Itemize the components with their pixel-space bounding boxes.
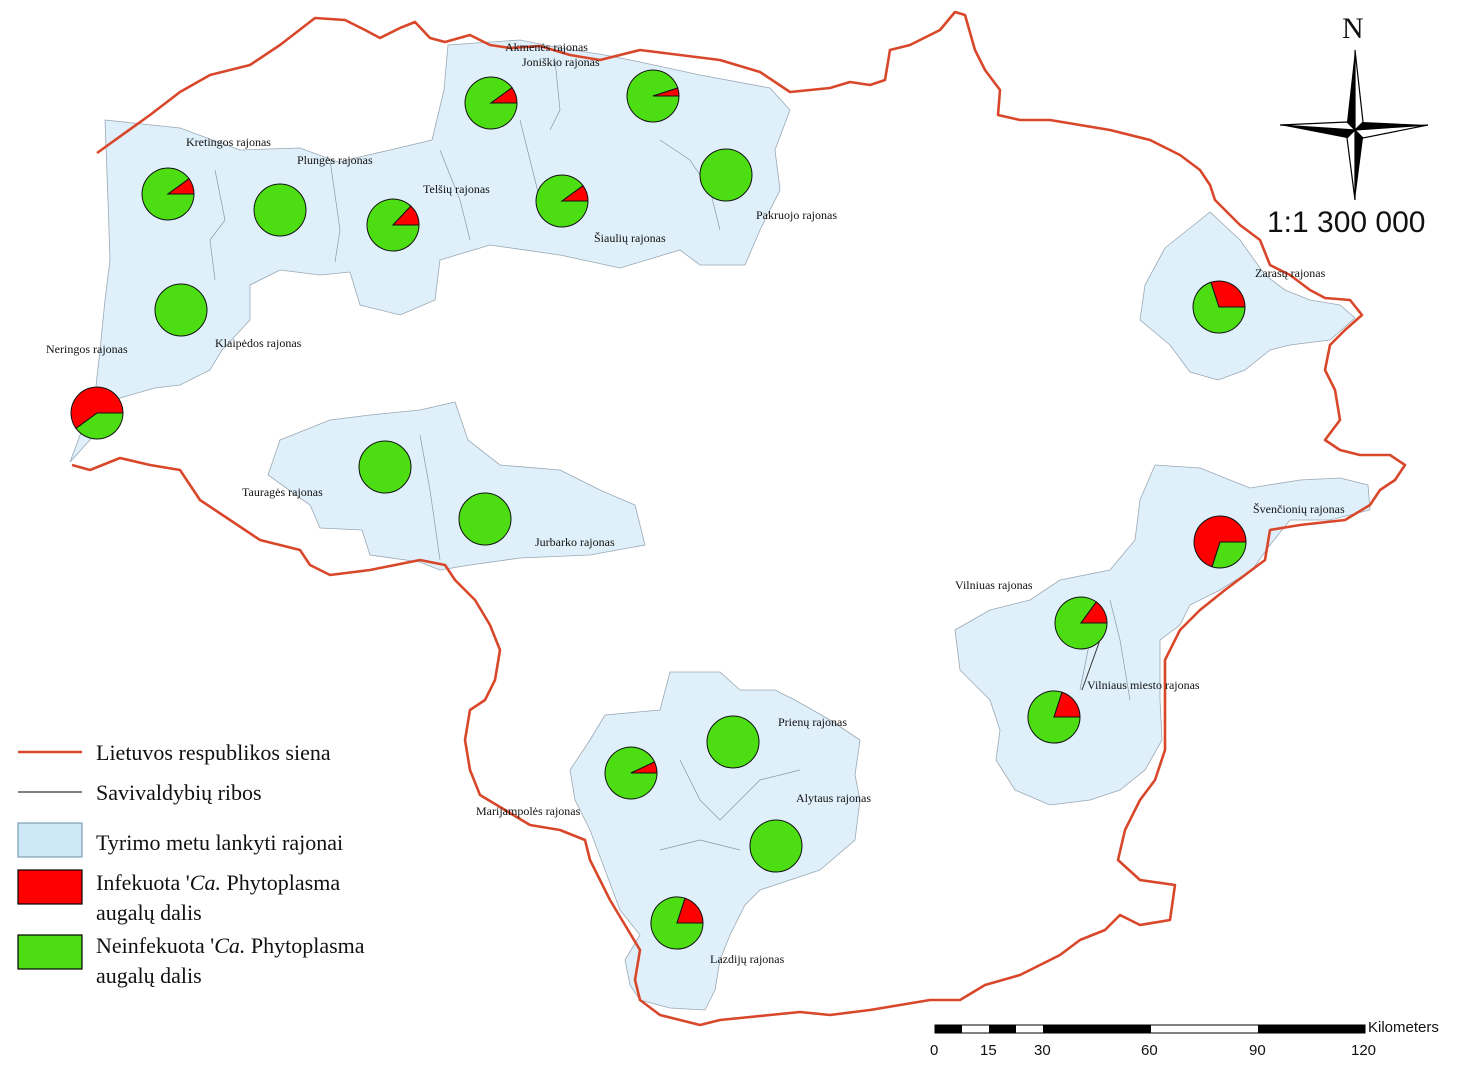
pie-chart [366,198,420,252]
pie-slice-infected [676,897,704,924]
label-vilniaus-miesto: Vilniaus miesto rajonas [1087,678,1200,692]
district-labels: Akmenės rajonas Joniškio rajonas Kreting… [46,40,1345,966]
label-siauliu: Šiaulių rajonas [594,231,666,245]
legend-uninfected-label-line2: augalų dalis [96,963,202,988]
pie-chart [154,283,208,337]
pie-chart [706,715,760,769]
pie-chart [749,819,803,873]
label-akmenes: Akmenės rajonas [505,40,588,54]
pie-slice-uninfected [253,183,307,237]
pie-chart [535,174,589,228]
pie-slice-infected [1080,601,1108,624]
pie-chart [650,896,704,950]
label-alytaus: Alytaus rajonas [796,791,871,805]
pie-chart [358,440,412,494]
label-neringos: Neringos rajonas [46,342,128,356]
pie-chart [464,76,518,130]
pie-slice-infected [1210,280,1246,308]
pie-slice-uninfected [1211,541,1247,569]
label-taurages: Tauragės rajonas [242,485,323,499]
label-klaipedos: Klaipėdos rajonas [215,336,302,350]
label-telsiu: Telšių rajonas [423,182,490,196]
pie-slice-uninfected [1027,690,1081,744]
pie-slice-infected [489,87,518,104]
district-area-northwest [69,39,791,463]
pie-slice-uninfected [626,69,680,123]
pie-slice-uninfected [141,167,195,221]
label-marijampoles: Marijampolės rajonas [476,804,581,818]
legend-border-label: Lietuvos respublikos siena [96,740,331,765]
scale-ratio: 1:1 300 000 [1267,206,1425,239]
pie-slice-uninfected [749,819,803,873]
pie-charts [70,69,1247,950]
label-joniskio: Joniškio rajonas [522,55,600,69]
scale-tick-0: 0 [930,1042,938,1059]
scale-tick-30: 30 [1034,1042,1051,1059]
pie-chart [70,386,124,440]
pie-slice-uninfected [75,412,124,440]
district-area-taurage-jurbarkas [267,401,646,571]
pie-slice-uninfected [650,896,704,950]
pie-slice-infected [630,761,658,774]
legend-uninfected-label: Neinfekuota 'Ca. Phytoplasma [96,933,365,958]
legend-surveyed-swatch [17,822,83,858]
pie-chart [626,69,680,123]
scale-tick-15: 15 [980,1042,997,1059]
district-area-zarasai [1139,211,1356,381]
legend-infected-swatch [17,869,83,905]
pie-chart [1054,596,1108,650]
leader-line [1081,639,1101,691]
north-arrow: N [1279,12,1429,201]
legend-infected-label: Infekuota 'Ca. Phytoplasma [96,870,340,895]
pie-slice-infected [652,87,680,97]
pie-slice-infected [1193,515,1247,568]
pie-chart [253,183,307,237]
label-jurbarko: Jurbarko rajonas [535,535,615,549]
pie-slice-infected [166,178,195,195]
pie-slice-infected [560,185,589,202]
pie-slice-infected [1053,691,1081,718]
pie-chart [699,148,753,202]
label-svencioniu: Švenčionių rajonas [1253,502,1345,516]
pie-slice-infected [70,386,124,429]
pie-chart [1027,690,1081,744]
legend-infected-label-line2: augalų dalis [96,900,202,925]
label-vilniaus: Vilniuas rajonas [955,578,1033,592]
scale-bar: Kilometers 0 15 30 60 90 120 [930,1019,1439,1059]
pie-slice-uninfected [706,715,760,769]
pie-slice-uninfected [535,174,589,228]
scale-unit: Kilometers [1368,1019,1439,1036]
legend-municipality-label: Savivaldybių ribos [96,780,262,805]
pie-chart [458,492,512,546]
label-zarasu: Zarasų rajonas [1255,266,1326,280]
pie-slice-uninfected [458,492,512,546]
pie-slice-uninfected [358,440,412,494]
pie-slice-uninfected [154,283,208,337]
label-plunges: Plungės rajonas [297,153,373,167]
pie-slice-uninfected [1054,596,1108,650]
label-kretingos: Kretingos rajonas [186,135,271,149]
pie-slice-uninfected [1192,281,1246,334]
legend: Lietuvos respublikos siena Savivaldybių … [17,740,365,988]
scale-tick-120: 120 [1351,1042,1376,1059]
pie-chart [1192,280,1246,334]
pie-chart [1193,515,1247,569]
pie-slice-uninfected [699,148,753,202]
scale-tick-90: 90 [1249,1042,1266,1059]
pie-chart [604,746,658,800]
pie-slice-infected [391,205,420,226]
label-pakruojo: Pakruojo rajonas [756,208,837,222]
legend-surveyed-label: Tyrimo metu lankyti rajonai [96,830,343,855]
scale-tick-60: 60 [1141,1042,1158,1059]
label-prienu: Prienų rajonas [778,715,847,729]
label-lazdiju: Lazdijų rajonas [710,952,785,966]
country-border [71,10,1407,1027]
legend-uninfected-swatch [17,934,83,970]
pie-slice-uninfected [464,76,518,130]
pie-chart [141,167,195,221]
north-label: N [1342,12,1364,45]
